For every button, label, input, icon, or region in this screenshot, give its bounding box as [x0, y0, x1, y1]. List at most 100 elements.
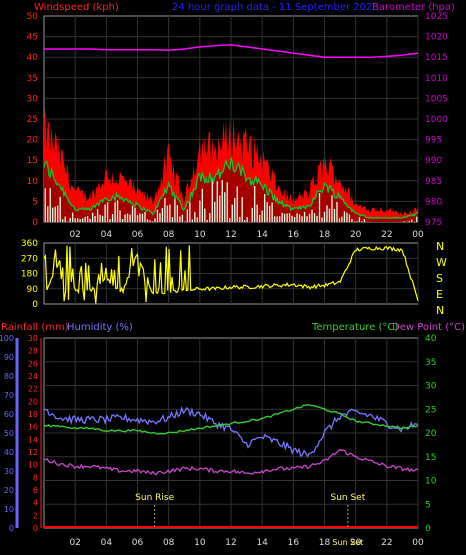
windspeed-axis-title: Windspeed (kph) — [34, 2, 119, 13]
wind-x-tick-label: 10 — [194, 230, 206, 240]
rainfall-tick-label: 10 — [28, 461, 38, 470]
rainfall-tick-label: 2 — [33, 511, 38, 520]
temp-x-tick-label: 00 — [412, 538, 424, 548]
temp-x-tick-label: 12 — [225, 538, 236, 548]
rainfall-axis-title: Rainfall (mm) — [1, 322, 69, 333]
temp-x-tick-label: 18 — [319, 538, 331, 548]
barometer-tick-label: 985 — [425, 177, 442, 187]
wind-x-tick-label: 20 — [350, 230, 362, 240]
wind-y-tick-label: 10 — [27, 177, 39, 187]
humidity-tick-label: 10 — [4, 505, 14, 514]
rainfall-tick-label: 24 — [28, 372, 38, 381]
rainfall-tick-label: 0 — [33, 524, 38, 533]
temp-x-tick-label: 06 — [132, 538, 144, 548]
temperature-tick-label: 35 — [425, 358, 436, 368]
humidity-tick-label: 0 — [9, 524, 14, 533]
rainfall-tick-label: 20 — [28, 397, 38, 406]
wind-y-tick-label: 40 — [27, 53, 39, 63]
barometer-tick-label: 995 — [425, 136, 442, 146]
barometer-tick-label: 1025 — [425, 12, 448, 22]
temperature-tick-label: 20 — [425, 429, 437, 439]
wind-y-tick-label: 20 — [27, 136, 39, 146]
rainfall-tick-label: 16 — [28, 423, 38, 432]
rainfall-tick-label: 4 — [33, 499, 38, 508]
wind-y-tick-label: 0 — [32, 218, 38, 228]
barometer-tick-label: 990 — [425, 156, 442, 166]
rainfall-tick-label: 18 — [28, 410, 38, 419]
graph-title: 24 hour graph data - 11 September 2023 — [172, 2, 379, 13]
rainfall-tick-label: 26 — [28, 359, 38, 368]
direction-y-tick-label: 90 — [27, 285, 39, 295]
direction-y-tick-label: 270 — [21, 254, 38, 264]
wind-y-tick-label: 15 — [27, 156, 38, 166]
wind-y-tick-label: 35 — [27, 74, 38, 84]
temp-x-tick-label: 04 — [101, 538, 113, 548]
dewpoint-axis-title: Dew Point (°C) — [392, 322, 465, 333]
barometer-tick-label: 1020 — [425, 33, 448, 43]
humidity-line — [43, 405, 419, 458]
temperature-tick-label: 30 — [425, 382, 437, 392]
temperature-tick-label: 15 — [425, 453, 436, 463]
rainfall-tick-label: 22 — [28, 385, 38, 394]
wind-x-tick-label: 18 — [319, 230, 331, 240]
humidity-tick-label: 60 — [4, 410, 14, 419]
temp-x-tick-label: 20 — [350, 538, 362, 548]
humidity-tick-label: 50 — [4, 429, 14, 438]
temperature-tick-label: 5 — [425, 500, 431, 510]
dewpoint-line — [43, 448, 419, 476]
rainfall-tick-label: 8 — [33, 473, 38, 482]
wind-x-tick-label: 06 — [132, 230, 144, 240]
humidity-tick-label: 30 — [4, 467, 14, 476]
wind-x-tick-label: 22 — [381, 230, 392, 240]
wind-x-tick-label: 00 — [412, 230, 424, 240]
compass-label: W — [436, 256, 447, 269]
wind-x-tick-label: 04 — [101, 230, 113, 240]
humidity-tick-label: 70 — [4, 391, 14, 400]
temperature-tick-label: 0 — [425, 524, 431, 534]
temp-x-tick-label: 14 — [256, 538, 268, 548]
wind-avg-area — [44, 158, 418, 222]
humidity-tick-label: 40 — [4, 448, 14, 457]
temperature-axis-title: Temperature (°C) — [311, 322, 398, 333]
humidity-tick-label: 90 — [4, 353, 14, 362]
wind-x-tick-label: 08 — [163, 230, 175, 240]
compass-label: N — [436, 240, 444, 253]
temperature-tick-label: 25 — [425, 405, 436, 415]
temperature-tick-label: 10 — [425, 477, 437, 487]
barometer-tick-label: 980 — [425, 197, 442, 207]
temp-x-tick-label: 16 — [288, 538, 300, 548]
rainfall-tick-label: 28 — [28, 347, 38, 356]
wind-avg-line — [43, 156, 419, 220]
wind-y-tick-label: 45 — [27, 33, 38, 43]
wind-y-tick-label: 30 — [27, 94, 39, 104]
direction-y-tick-label: 360 — [21, 239, 38, 249]
barometer-tick-label: 1000 — [425, 115, 448, 125]
temp-x-tick-label: 22 — [381, 538, 392, 548]
barometer-tick-label: 1015 — [425, 53, 448, 63]
wind-panel: 0510152025303540455097598098599099510001… — [27, 12, 449, 240]
temperature-line — [43, 404, 419, 435]
wind-y-tick-label: 25 — [27, 115, 38, 125]
wind-x-tick-label: 02 — [69, 230, 80, 240]
wind-direction-line — [43, 245, 419, 304]
direction-y-tick-label: 180 — [21, 270, 38, 280]
barometer-line — [44, 44, 419, 58]
sunset-label: Sun Set — [330, 493, 365, 503]
humidity-tick-label: 100 — [0, 334, 14, 343]
temp-panel: Sun Rise Sun Set0102030405060708090100024… — [0, 334, 437, 548]
temperature-tick-label: 40 — [425, 334, 437, 344]
wind-y-tick-label: 50 — [27, 12, 39, 22]
barometer-tick-label: 975 — [425, 218, 442, 228]
bottom-sunset-label: Sun Set — [332, 538, 363, 547]
direction-y-tick-label: 0 — [32, 300, 38, 310]
temp-x-tick-label: 02 — [69, 538, 80, 548]
rainfall-tick-label: 6 — [33, 486, 38, 495]
wind-x-tick-label: 14 — [256, 230, 268, 240]
wind-x-tick-label: 12 — [225, 230, 236, 240]
barometer-tick-label: 1005 — [425, 94, 448, 104]
humidity-tick-label: 20 — [4, 486, 14, 495]
barometer-tick-label: 1010 — [425, 74, 448, 84]
compass-label: E — [436, 288, 443, 301]
